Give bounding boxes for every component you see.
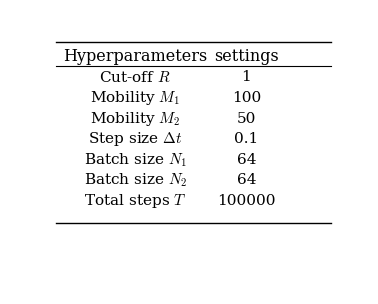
Text: Hyperparameters: Hyperparameters <box>63 48 207 65</box>
Text: 64: 64 <box>237 174 256 188</box>
Text: Batch size $N_2$: Batch size $N_2$ <box>84 172 187 189</box>
Text: settings: settings <box>214 48 279 65</box>
Text: Mobility $M_1$: Mobility $M_1$ <box>90 89 180 107</box>
Text: 50: 50 <box>237 112 256 126</box>
Text: 0.1: 0.1 <box>234 132 259 146</box>
Text: 100: 100 <box>232 91 261 105</box>
Text: 100000: 100000 <box>217 194 276 208</box>
Text: 64: 64 <box>237 153 256 167</box>
Text: Mobility $M_2$: Mobility $M_2$ <box>90 110 180 128</box>
Text: Batch size $N_1$: Batch size $N_1$ <box>84 151 187 169</box>
Text: Total steps $T$: Total steps $T$ <box>84 192 186 210</box>
Text: Step size $\Delta t$: Step size $\Delta t$ <box>88 130 183 148</box>
Text: 1: 1 <box>242 71 251 85</box>
Text: Cut-off $R$: Cut-off $R$ <box>99 70 171 85</box>
